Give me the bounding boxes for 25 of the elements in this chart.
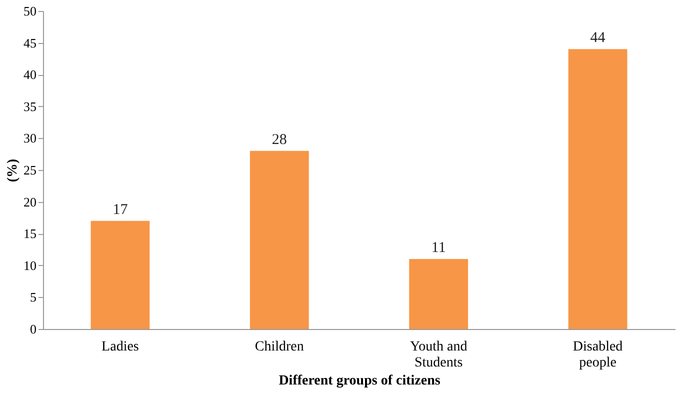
x-tick-label: Children	[254, 340, 304, 354]
x-tick-label: Youth and Students	[410, 340, 468, 370]
bar	[250, 150, 309, 329]
data-label: 44	[590, 30, 606, 46]
y-tick-label: 10	[24, 258, 36, 273]
data-label: 17	[112, 202, 128, 218]
y-tick-label: 15	[24, 226, 36, 242]
y-tick-label: 45	[24, 35, 36, 50]
y-axis-title: (%)	[6, 158, 20, 182]
bar	[90, 220, 150, 329]
data-label: 11	[431, 240, 446, 256]
y-tick-label: 5	[30, 290, 36, 305]
y-tick-label: 35	[24, 98, 36, 114]
data-label: 28	[272, 132, 287, 148]
x-axis-title: Different groups of citizens	[278, 374, 441, 388]
bar	[568, 49, 628, 329]
bar	[409, 259, 468, 329]
y-tick-label: 30	[24, 130, 36, 146]
y-tick-label: 50	[24, 4, 36, 18]
y-tick-label: 20	[24, 194, 36, 210]
y-tick-label: 0	[30, 322, 36, 336]
x-tick-label: Disabled people	[572, 340, 623, 370]
y-tick-label: 40	[24, 67, 36, 82]
x-tick-label: Ladies	[102, 340, 139, 354]
y-tick-label: 25	[24, 162, 36, 178]
